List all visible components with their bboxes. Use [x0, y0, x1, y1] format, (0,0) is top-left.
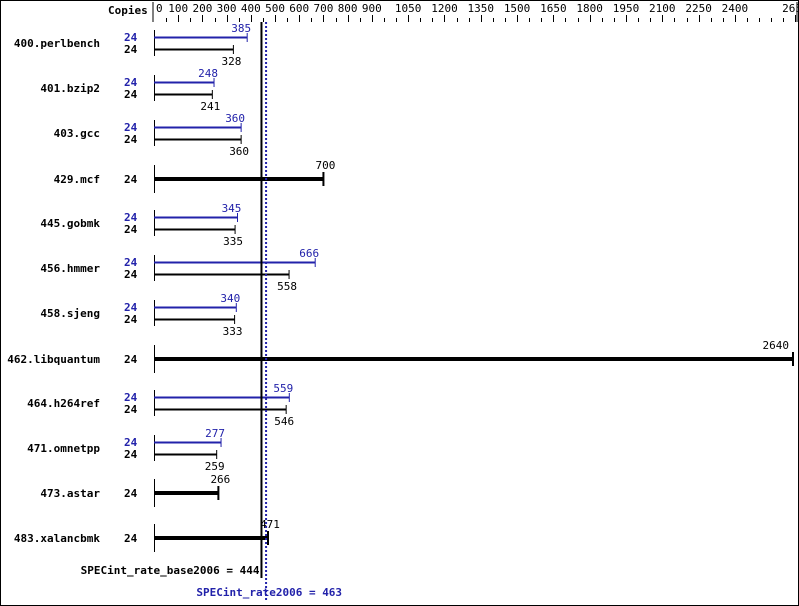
x-tick-label: 700 — [313, 2, 333, 15]
base-value-label: 259 — [205, 460, 225, 473]
x-tick-label: 0 — [156, 2, 163, 15]
x-tick-label: 2100 — [649, 2, 676, 15]
x-tick-label: 400 — [241, 2, 261, 15]
benchmark-name: 456.hmmer — [40, 262, 100, 275]
peak-value-label: 360 — [225, 112, 245, 125]
base-copies: 24 — [124, 133, 138, 146]
base-value-label: 360 — [229, 145, 249, 158]
peak-copies: 24 — [124, 436, 138, 449]
peak-value-label: 340 — [220, 292, 240, 305]
x-tick-label: 200 — [192, 2, 212, 15]
base-value-label: 546 — [274, 415, 294, 428]
benchmark-name: 403.gcc — [54, 127, 100, 140]
x-tick-label: 300 — [217, 2, 237, 15]
x-tick-label: 1800 — [576, 2, 603, 15]
benchmark-name: 483.xalancbmk — [14, 532, 100, 545]
base-copies: 24 — [124, 403, 138, 416]
x-tick-label: 2250 — [685, 2, 712, 15]
base-copies: 24 — [124, 448, 138, 461]
base-value-label: 335 — [223, 235, 243, 248]
peak-value-label: 385 — [231, 22, 251, 35]
x-tick-label: 500 — [265, 2, 285, 15]
base-copies: 24 — [124, 353, 138, 366]
base-value-label: 700 — [315, 159, 335, 172]
peak-metric-label: SPECint_rate2006 = 463 — [196, 586, 342, 599]
benchmark-name: 462.libquantum — [7, 353, 100, 366]
base-value-label: 2640 — [763, 339, 790, 352]
x-tick-label: 600 — [289, 2, 309, 15]
base-copies: 24 — [124, 173, 138, 186]
base-copies: 24 — [124, 223, 138, 236]
peak-value-label: 345 — [222, 202, 242, 215]
x-tick-label: 100 — [168, 2, 188, 15]
base-value-label: 558 — [277, 280, 297, 293]
peak-copies: 24 — [124, 211, 138, 224]
base-copies: 24 — [124, 313, 138, 326]
x-tick-label: 1950 — [613, 2, 640, 15]
x-tick-label: 1650 — [540, 2, 567, 15]
base-value-label: 266 — [210, 473, 230, 486]
x-tick-label: 1200 — [431, 2, 458, 15]
x-tick-label: 2400 — [722, 2, 749, 15]
base-value-label: 471 — [260, 518, 280, 531]
peak-value-label: 666 — [299, 247, 319, 260]
base-metric-label: SPECint_rate_base2006 = 444 — [81, 564, 260, 577]
benchmark-name: 401.bzip2 — [40, 82, 100, 95]
benchmark-name: 445.gobmk — [40, 217, 100, 230]
x-tick-label: 2650 — [782, 2, 799, 15]
base-value-label: 333 — [223, 325, 243, 338]
benchmark-name: 429.mcf — [54, 173, 100, 186]
peak-copies: 24 — [124, 76, 138, 89]
base-copies: 24 — [124, 268, 138, 281]
x-tick-label: 1500 — [504, 2, 531, 15]
x-tick-label: 900 — [362, 2, 382, 15]
benchmark-name: 464.h264ref — [27, 397, 100, 410]
axis-header: Copies — [108, 4, 148, 17]
base-copies: 24 — [124, 532, 138, 545]
base-copies: 24 — [124, 487, 138, 500]
peak-copies: 24 — [124, 31, 138, 44]
x-tick-label: 800 — [338, 2, 358, 15]
peak-copies: 24 — [124, 256, 138, 269]
peak-value-label: 248 — [198, 67, 218, 80]
base-value-label: 241 — [200, 100, 220, 113]
benchmark-name: 471.omnetpp — [27, 442, 100, 455]
peak-value-label: 277 — [205, 427, 225, 440]
benchmark-name: 458.sjeng — [40, 307, 100, 320]
x-tick-label: 1350 — [468, 2, 495, 15]
peak-copies: 24 — [124, 391, 138, 404]
benchmark-name: 400.perlbench — [14, 37, 100, 50]
peak-copies: 24 — [124, 301, 138, 314]
x-tick-label: 1050 — [395, 2, 422, 15]
peak-value-label: 559 — [273, 382, 293, 395]
peak-copies: 24 — [124, 121, 138, 134]
base-value-label: 328 — [221, 55, 241, 68]
base-copies: 24 — [124, 43, 138, 56]
base-copies: 24 — [124, 88, 138, 101]
benchmark-name: 473.astar — [40, 487, 100, 500]
